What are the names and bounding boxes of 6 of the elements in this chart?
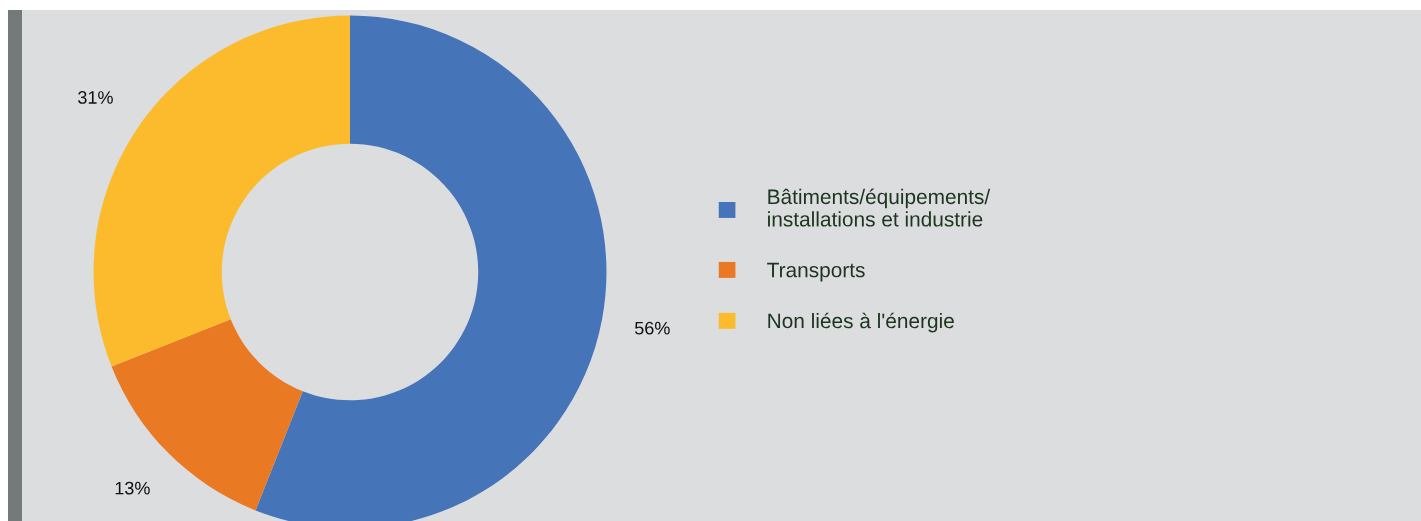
legend-label: Transports	[767, 262, 865, 282]
legend-label: Bâtiments/équipements/ installations et industrie	[768, 188, 991, 227]
data-label: 31%	[78, 91, 113, 104]
data-label: 13%	[115, 481, 150, 495]
data-label: 56%	[634, 321, 670, 335]
legend-label: Non liées à l'énergie	[768, 312, 954, 333]
